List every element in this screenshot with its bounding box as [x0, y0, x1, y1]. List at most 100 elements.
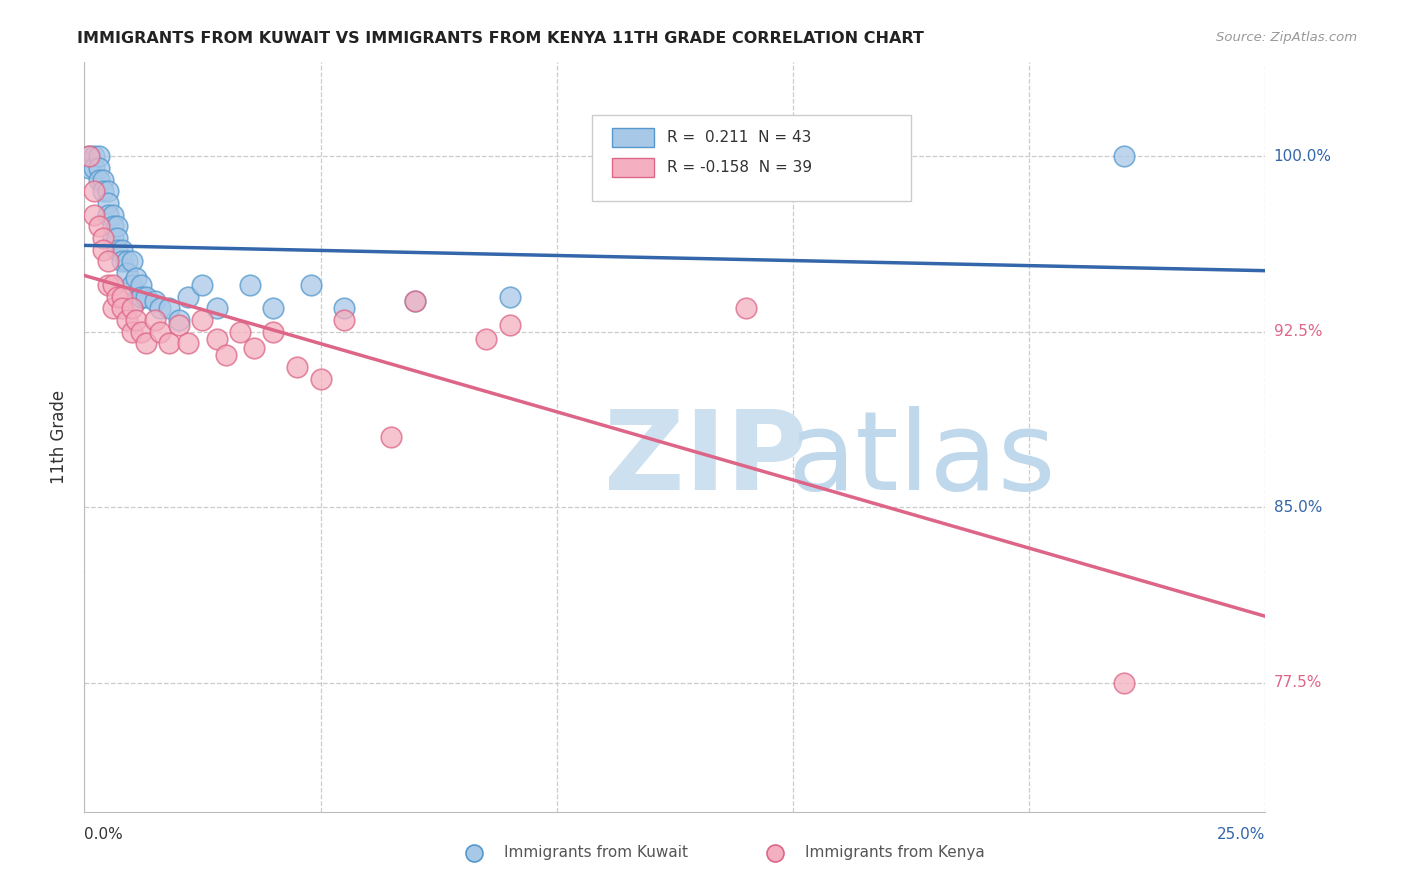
Point — [498, 290, 520, 304]
Point — [115, 254, 138, 268]
Point — [135, 290, 157, 304]
Point — [143, 313, 166, 327]
Point — [404, 294, 426, 309]
Text: 85.0%: 85.0% — [1274, 500, 1322, 515]
Text: 77.5%: 77.5% — [1274, 675, 1322, 690]
Bar — [612, 128, 654, 147]
Point — [101, 277, 124, 292]
Point — [1112, 149, 1135, 163]
Point — [77, 161, 100, 175]
Point — [498, 318, 520, 332]
Point — [91, 172, 114, 186]
Point — [205, 301, 228, 316]
Point — [87, 172, 110, 186]
Point — [121, 277, 143, 292]
Text: 100.0%: 100.0% — [1274, 149, 1331, 163]
Text: atlas: atlas — [787, 406, 1056, 513]
Point — [299, 277, 322, 292]
Point — [121, 254, 143, 268]
Point — [404, 294, 426, 309]
Point — [121, 301, 143, 316]
Bar — [612, 159, 654, 178]
Point — [157, 301, 180, 316]
Point — [135, 336, 157, 351]
Point — [333, 301, 356, 316]
Point — [475, 332, 498, 346]
Point — [229, 325, 252, 339]
Point — [115, 266, 138, 280]
Point — [107, 243, 129, 257]
Point — [111, 301, 134, 316]
Point — [101, 208, 124, 222]
Point — [205, 332, 228, 346]
Point — [101, 219, 124, 234]
Point — [83, 161, 105, 175]
Point — [97, 195, 120, 210]
Point — [1112, 676, 1135, 690]
Point — [380, 430, 402, 444]
Point — [167, 313, 190, 327]
Point — [83, 149, 105, 163]
Point — [87, 219, 110, 234]
Point — [91, 231, 114, 245]
Point — [157, 336, 180, 351]
Text: R =  0.211  N = 43: R = 0.211 N = 43 — [666, 130, 811, 145]
Text: 92.5%: 92.5% — [1274, 324, 1322, 339]
Text: Immigrants from Kuwait: Immigrants from Kuwait — [503, 846, 688, 861]
Point — [97, 184, 120, 198]
Point — [129, 325, 152, 339]
Point — [149, 301, 172, 316]
Text: Immigrants from Kenya: Immigrants from Kenya — [804, 846, 984, 861]
Point — [125, 313, 148, 327]
Point — [262, 301, 284, 316]
Point — [101, 231, 124, 245]
Point — [285, 359, 308, 374]
Point — [107, 290, 129, 304]
Point — [87, 149, 110, 163]
Point — [177, 290, 200, 304]
Text: 25.0%: 25.0% — [1218, 827, 1265, 842]
Point — [167, 318, 190, 332]
Point — [191, 277, 214, 292]
Point — [125, 294, 148, 309]
Y-axis label: 11th Grade: 11th Grade — [51, 390, 69, 484]
Point — [191, 313, 214, 327]
FancyBboxPatch shape — [592, 115, 911, 201]
Point — [101, 301, 124, 316]
Point — [262, 325, 284, 339]
Point — [107, 219, 129, 234]
Point — [97, 208, 120, 222]
Point — [129, 277, 152, 292]
Text: 0.0%: 0.0% — [84, 827, 124, 842]
Point — [177, 336, 200, 351]
Text: Source: ZipAtlas.com: Source: ZipAtlas.com — [1216, 31, 1357, 45]
Point — [107, 231, 129, 245]
Point — [91, 243, 114, 257]
Point — [309, 371, 332, 385]
Point — [129, 290, 152, 304]
Text: R = -0.158  N = 39: R = -0.158 N = 39 — [666, 160, 811, 175]
Point — [243, 341, 266, 355]
Point — [83, 208, 105, 222]
Point — [215, 348, 238, 362]
Point — [111, 243, 134, 257]
Point — [333, 313, 356, 327]
Point — [125, 271, 148, 285]
Point — [87, 161, 110, 175]
Point — [97, 254, 120, 268]
Point — [121, 325, 143, 339]
Point — [83, 184, 105, 198]
Text: ZIP: ZIP — [605, 406, 807, 513]
Point — [239, 277, 262, 292]
Point — [734, 301, 756, 316]
Point — [143, 294, 166, 309]
Point — [97, 277, 120, 292]
Point — [77, 149, 100, 163]
Point — [115, 313, 138, 327]
Point — [77, 149, 100, 163]
Point — [111, 254, 134, 268]
Point — [111, 290, 134, 304]
Text: IMMIGRANTS FROM KUWAIT VS IMMIGRANTS FROM KENYA 11TH GRADE CORRELATION CHART: IMMIGRANTS FROM KUWAIT VS IMMIGRANTS FRO… — [77, 31, 924, 46]
Point — [149, 325, 172, 339]
Point — [91, 184, 114, 198]
